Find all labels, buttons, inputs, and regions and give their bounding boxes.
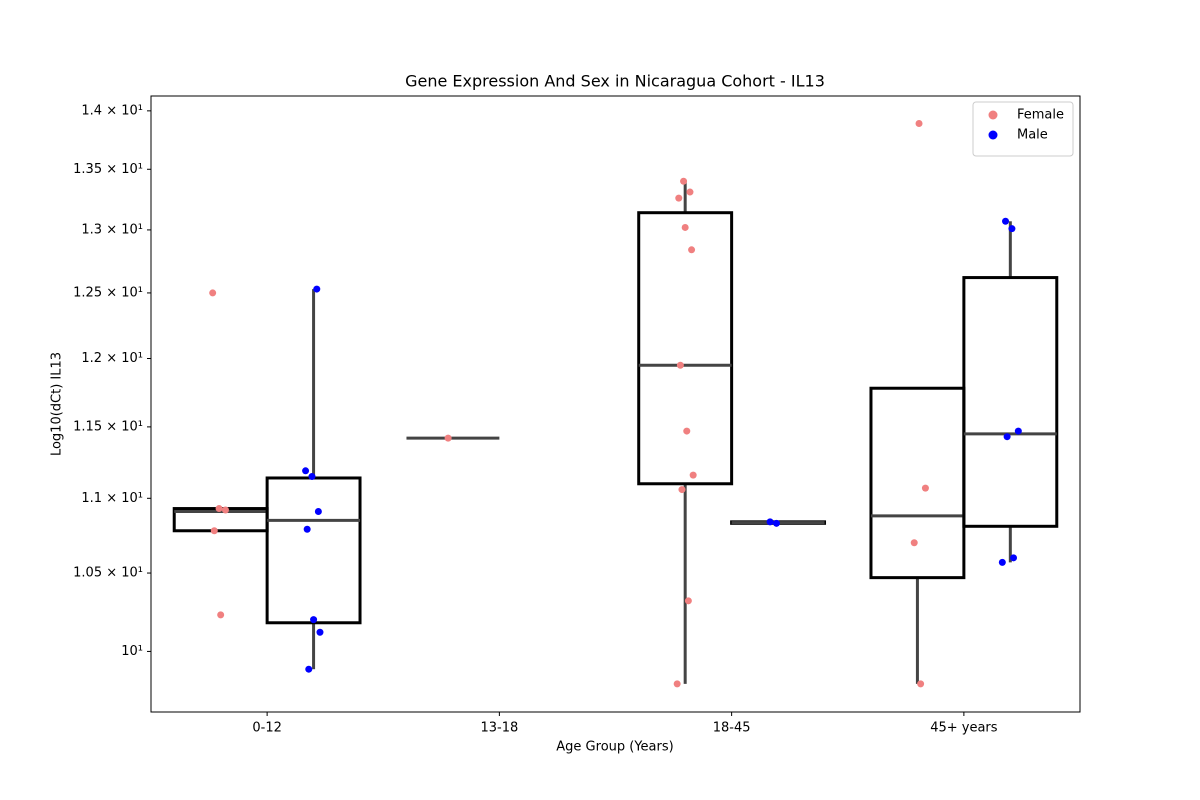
point [221, 506, 229, 514]
y-tick-label: 1.3 × 10¹ [81, 222, 143, 237]
point [310, 616, 318, 624]
point [680, 177, 688, 185]
y-tick-label: 1.35 × 10¹ [73, 162, 143, 177]
y-tick-label: 1.4 × 10¹ [81, 103, 143, 118]
y-tick-label: 1.15 × 10¹ [73, 419, 143, 434]
point [215, 505, 223, 513]
point [675, 194, 683, 202]
point [678, 486, 686, 494]
legend-marker [988, 130, 998, 140]
point [1008, 225, 1016, 233]
point [766, 518, 774, 526]
point [910, 539, 918, 547]
y-axis-label: Log10(dCt) IL13 [50, 352, 65, 456]
point [917, 680, 925, 688]
point [688, 246, 696, 254]
legend-label: Female [1017, 108, 1064, 123]
y-tick-label: 1.25 × 10¹ [73, 285, 143, 300]
point [673, 680, 681, 688]
point [1003, 433, 1011, 441]
x-axis-label: Age Group (Years) [556, 740, 673, 755]
point [1010, 554, 1018, 562]
point [316, 628, 324, 636]
point [1014, 427, 1022, 435]
point [305, 665, 313, 673]
point [209, 289, 217, 297]
point [313, 285, 321, 293]
y-tick-label: 1.1 × 10¹ [81, 491, 143, 506]
y-tick-label: 10¹ [121, 644, 143, 659]
box [637, 211, 734, 486]
chart-title: Gene Expression And Sex in Nicaragua Coh… [405, 72, 825, 91]
point [217, 611, 225, 619]
point [915, 120, 923, 128]
point [676, 361, 684, 369]
y-tick-label: 1.2 × 10¹ [81, 351, 143, 366]
point [689, 471, 697, 479]
legend-marker [988, 110, 998, 120]
plot-frame [150, 95, 1081, 713]
point [444, 434, 452, 442]
point [308, 473, 316, 481]
y-tick-label: 1.05 × 10¹ [73, 566, 143, 581]
point [921, 484, 929, 492]
point [683, 427, 691, 435]
x-tick-label: 0-12 [252, 721, 282, 736]
point [772, 519, 780, 527]
point [314, 508, 322, 516]
point [303, 525, 311, 533]
point [684, 597, 692, 605]
x-tick-label: 13-18 [480, 721, 518, 736]
x-tick-label: 45+ years [930, 721, 998, 736]
point [998, 558, 1006, 566]
x-tick-label: 18-45 [713, 721, 751, 736]
point [302, 467, 310, 475]
box [962, 276, 1059, 528]
legend-label: Male [1017, 128, 1048, 143]
legend-frame [972, 101, 1074, 157]
point [681, 223, 689, 231]
point [1002, 217, 1010, 225]
point [210, 527, 218, 535]
point [686, 188, 694, 196]
